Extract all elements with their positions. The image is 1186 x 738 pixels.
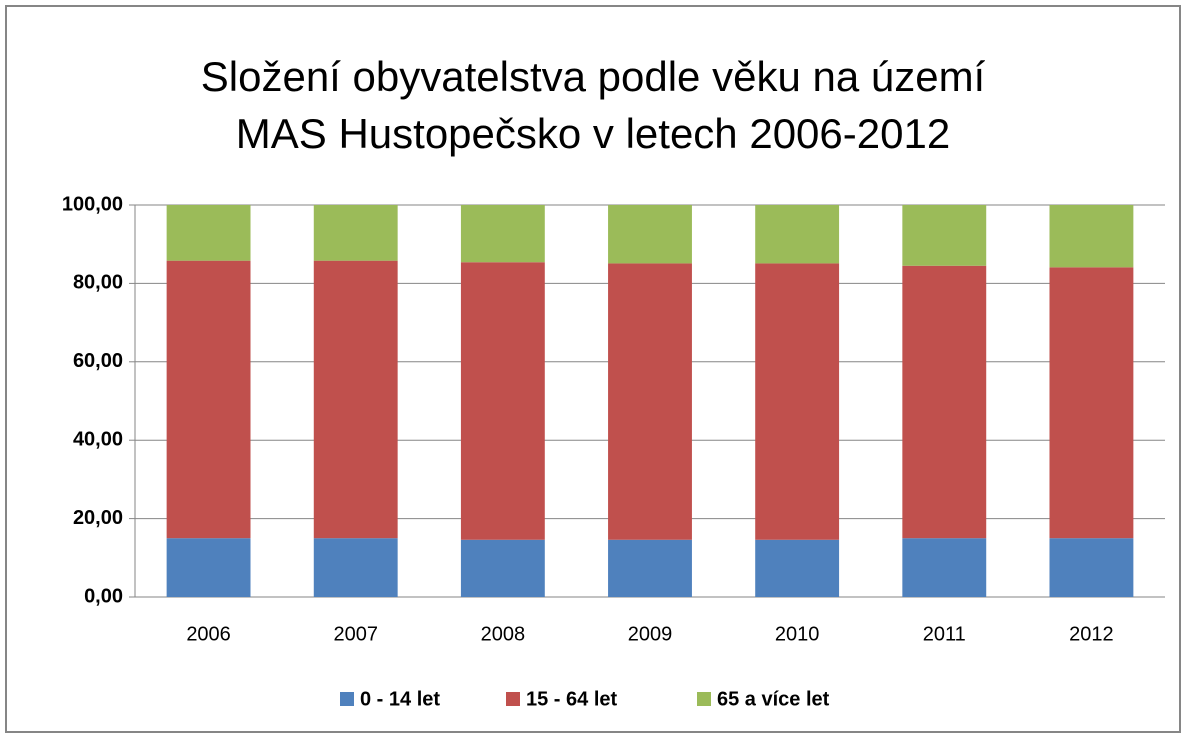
y-tick-label: 80,00 xyxy=(73,272,123,294)
bar-segment xyxy=(755,539,840,597)
bar-segment xyxy=(1049,538,1134,597)
bar-segment xyxy=(902,205,987,266)
bar-segment xyxy=(608,205,692,264)
x-tick-label: 2008 xyxy=(481,623,526,645)
x-tick-label: 2009 xyxy=(628,623,673,645)
bar-segment xyxy=(460,262,545,540)
legend-swatch xyxy=(506,692,520,706)
bar-segment xyxy=(460,539,545,597)
y-tick-label: 100,00 xyxy=(62,193,123,215)
x-tick-label: 2006 xyxy=(186,623,231,645)
y-tick-label: 60,00 xyxy=(73,350,123,372)
x-tick-label: 2010 xyxy=(775,623,820,645)
bar-segment xyxy=(1049,267,1134,539)
bar-segment xyxy=(608,539,692,597)
bar-segment xyxy=(313,538,398,597)
y-tick-label: 40,00 xyxy=(73,428,123,450)
y-tick-label: 20,00 xyxy=(73,507,123,529)
bar-segment xyxy=(902,538,987,597)
x-tick-label: 2007 xyxy=(333,623,378,645)
bar-segment xyxy=(166,205,251,261)
bar-segment xyxy=(1049,205,1134,268)
legend-label: 0 - 14 let xyxy=(360,688,440,710)
bar-segment xyxy=(902,265,987,539)
x-tick-label: 2011 xyxy=(923,623,966,645)
bar-segment xyxy=(755,263,840,540)
bar-segment xyxy=(166,260,251,539)
bar-segment xyxy=(166,538,251,597)
y-tick-label: 0,00 xyxy=(84,585,123,607)
bar-segment xyxy=(313,205,398,261)
chart-title: MAS Hustopečsko v letech 2006-2012 xyxy=(236,110,950,157)
bar-segment xyxy=(755,205,840,264)
legend-swatch xyxy=(697,692,711,706)
bar-segment xyxy=(460,205,545,263)
x-tick-label: 2012 xyxy=(1069,623,1114,645)
legend-label: 15 - 64 let xyxy=(526,688,618,710)
legend-label: 65 a více let xyxy=(717,688,830,710)
chart-title: Složení obyvatelstva podle věku na území xyxy=(201,53,986,100)
bar-segment xyxy=(608,263,692,540)
bar-segment xyxy=(313,260,398,539)
legend-swatch xyxy=(340,692,354,706)
